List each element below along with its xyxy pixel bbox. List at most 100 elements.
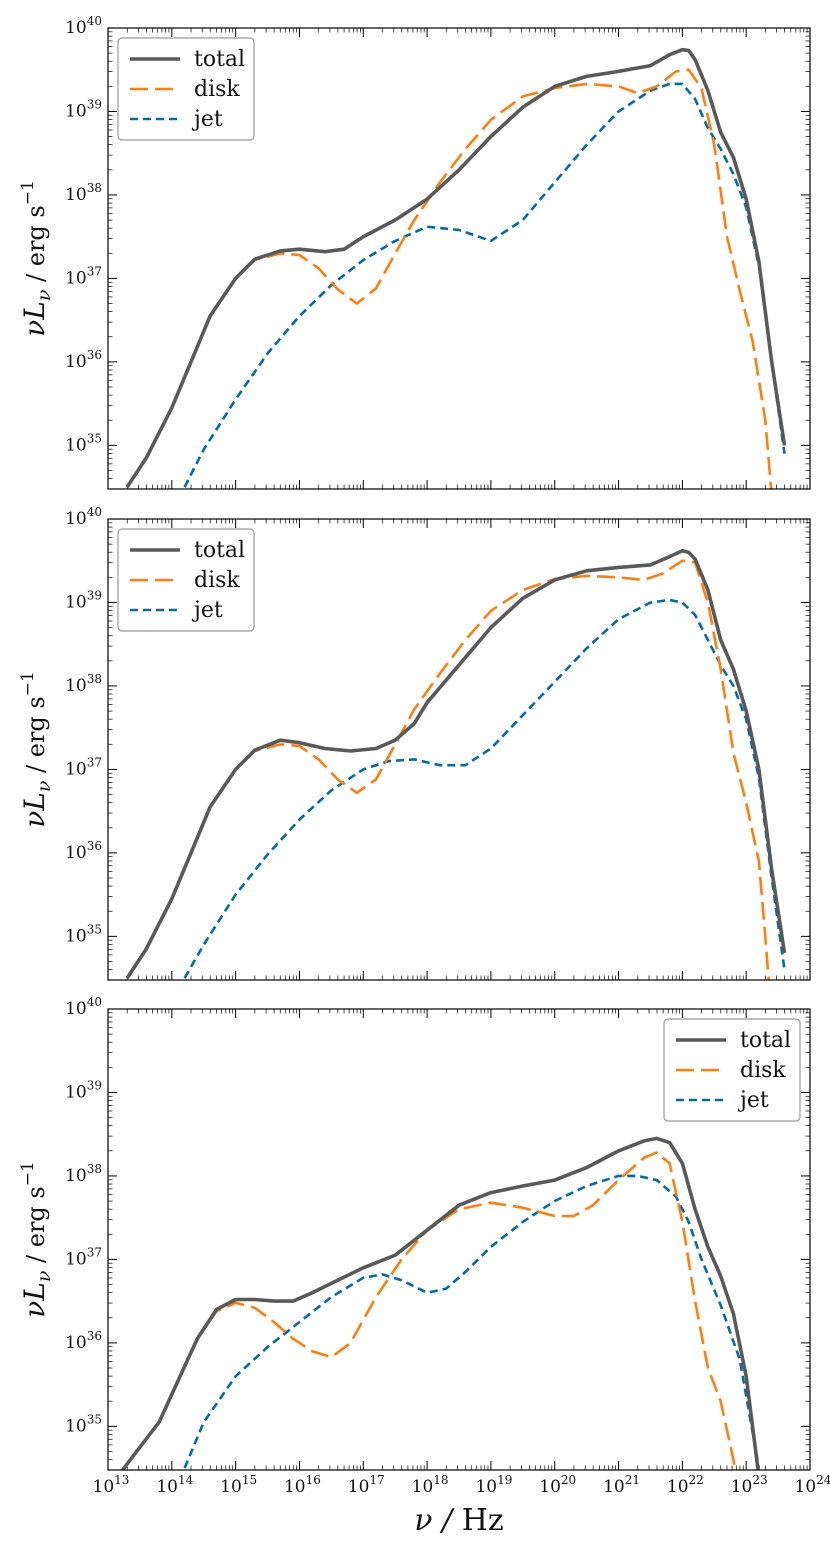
y-tick-exponent: 39 <box>87 97 102 111</box>
series-line-disk <box>120 1151 737 1470</box>
x-axis-label: ν / Hz <box>414 1503 503 1538</box>
y-label-unit: / erg s <box>22 1186 50 1270</box>
y-tick-base: 10 <box>65 592 87 612</box>
y-axis-label: νLν / erg s−1 <box>18 671 55 828</box>
y-tick-label: 1037 <box>65 755 102 779</box>
y-label-exponent: −1 <box>18 180 38 205</box>
x-tick-base: 10 <box>539 1477 561 1497</box>
x-label-unit: Hz <box>462 1503 504 1538</box>
y-tick-base: 10 <box>65 1082 87 1102</box>
x-tick-label: 1013 <box>93 1473 130 1497</box>
y-tick-label: 1035 <box>65 1412 102 1436</box>
series-line-jet <box>183 82 786 488</box>
y-tick-exponent: 36 <box>87 1329 102 1343</box>
x-tick-exponent: 14 <box>178 1473 194 1487</box>
y-tick-label: 1038 <box>65 672 102 696</box>
y-tick-base: 10 <box>65 18 87 38</box>
legend-label-total: total <box>194 538 245 563</box>
x-tick-base: 10 <box>93 1477 115 1497</box>
y-tick-exponent: 36 <box>87 348 102 362</box>
series-line-jet <box>183 598 786 979</box>
y-tick-exponent: 36 <box>87 839 102 853</box>
legend-label-disk: disk <box>194 568 240 593</box>
y-tick-base: 10 <box>65 185 87 205</box>
legend-label-jet: jet <box>737 1088 769 1113</box>
y-label-unit: / erg s <box>22 205 50 289</box>
y-tick-exponent: 39 <box>87 1078 102 1092</box>
plot-frame <box>107 518 811 981</box>
x-tick-base: 10 <box>220 1477 242 1497</box>
y-tick-base: 10 <box>65 1249 87 1269</box>
y-tick-base: 10 <box>65 101 87 121</box>
x-tick-base: 10 <box>284 1477 306 1497</box>
y-tick-label: 1040 <box>65 505 102 529</box>
x-tick-label: 1015 <box>220 1473 257 1497</box>
plot-frame <box>107 1008 811 1471</box>
x-tick-exponent: 16 <box>306 1473 321 1487</box>
y-tick-exponent: 35 <box>87 1412 102 1426</box>
y-label-exponent: −1 <box>18 671 38 696</box>
y-tick-exponent: 39 <box>87 588 102 602</box>
y-tick-base: 10 <box>65 759 87 779</box>
series-line-total <box>120 1136 760 1470</box>
x-tick-exponent: 21 <box>625 1473 640 1487</box>
x-tick-exponent: 17 <box>369 1473 384 1487</box>
y-tick-label: 1035 <box>65 922 102 946</box>
legend-label-jet: jet <box>191 107 223 132</box>
y-tick-exponent: 40 <box>87 995 102 1009</box>
y-tick-label: 1040 <box>65 14 102 38</box>
y-tick-exponent: 37 <box>87 264 102 278</box>
x-tick-base: 10 <box>667 1477 689 1497</box>
x-tick-label: 1020 <box>539 1473 576 1497</box>
y-tick-exponent: 35 <box>87 431 102 445</box>
y-tick-label: 1037 <box>65 264 102 288</box>
x-tick-label: 1016 <box>284 1473 321 1497</box>
x-tick-label: 1021 <box>603 1473 640 1497</box>
x-tick-label: 1018 <box>412 1473 449 1497</box>
y-tick-base: 10 <box>65 676 87 696</box>
x-tick-base: 10 <box>348 1477 370 1497</box>
y-tick-exponent: 38 <box>87 672 102 686</box>
y-tick-label: 1036 <box>65 1329 102 1353</box>
legend-label-total: total <box>194 47 245 72</box>
y-axis-label: νLν / erg s−1 <box>18 180 55 337</box>
series-line-disk <box>126 559 770 980</box>
x-tick-label: 1022 <box>667 1473 704 1497</box>
y-tick-exponent: 40 <box>87 505 102 519</box>
y-label-exponent: −1 <box>18 1161 38 1186</box>
y-tick-base: 10 <box>65 1166 87 1186</box>
y-tick-base: 10 <box>65 999 87 1019</box>
x-tick-exponent: 18 <box>433 1473 448 1487</box>
x-tick-exponent: 22 <box>689 1473 704 1487</box>
legend-label-disk: disk <box>194 77 240 102</box>
x-tick-label: 1023 <box>731 1473 768 1497</box>
y-tick-label: 1035 <box>65 431 102 455</box>
x-tick-label: 1014 <box>156 1473 193 1497</box>
x-tick-base: 10 <box>412 1477 434 1497</box>
x-label-symbol: ν / <box>414 1503 461 1538</box>
y-tick-label: 1039 <box>65 588 102 612</box>
y-label-sub: ν <box>33 1270 55 1282</box>
y-axis-label: νLν / erg s−1 <box>18 1161 55 1318</box>
y-tick-base: 10 <box>65 509 87 529</box>
y-tick-exponent: 38 <box>87 1162 102 1176</box>
y-tick-base: 10 <box>65 435 87 455</box>
x-tick-label: 1017 <box>348 1473 385 1497</box>
x-tick-exponent: 20 <box>561 1473 576 1487</box>
y-tick-base: 10 <box>65 268 87 288</box>
y-tick-label: 1039 <box>65 1078 102 1102</box>
x-tick-exponent: 19 <box>497 1473 512 1487</box>
x-tick-exponent: 15 <box>242 1473 257 1487</box>
x-tick-exponent: 13 <box>114 1473 129 1487</box>
y-tick-exponent: 38 <box>87 181 102 195</box>
y-tick-base: 10 <box>65 1416 87 1436</box>
legend-box <box>117 37 255 141</box>
y-tick-label: 1036 <box>65 839 102 863</box>
x-tick-base: 10 <box>156 1477 178 1497</box>
y-tick-label: 1037 <box>65 1245 102 1269</box>
legend-label-jet: jet <box>191 598 223 623</box>
y-label-main: νL <box>18 1282 51 1318</box>
